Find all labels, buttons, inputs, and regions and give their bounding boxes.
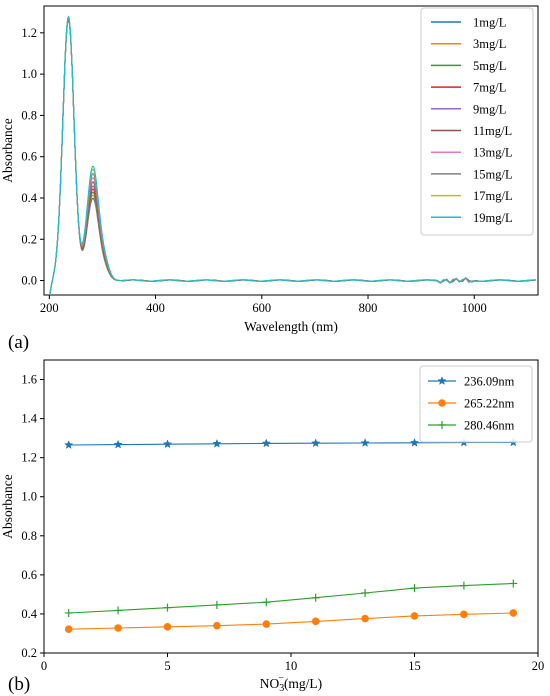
y-tick-label: 1.0 [21, 490, 37, 504]
legend-label: 280.46nm [464, 419, 515, 433]
y-axis-label: Absorbance [0, 474, 15, 538]
data-point [311, 617, 320, 626]
x-tick-label: 20 [532, 659, 545, 673]
data-point [262, 620, 271, 628]
y-tick-label: 0.2 [21, 646, 37, 660]
data-point [361, 589, 370, 598]
legend-marker [438, 421, 446, 429]
x-tick-label: 15 [408, 659, 421, 673]
y-tick-label: 1.2 [21, 26, 37, 40]
y-tick-label: 1.6 [21, 373, 37, 387]
spectrum-line-19mg/L [49, 15, 536, 295]
data-point [261, 438, 271, 448]
data-point [410, 612, 419, 620]
data-point [212, 600, 221, 609]
data-point [113, 439, 123, 449]
y-tick-label: 0.4 [21, 607, 37, 621]
x-tick-label: 600 [252, 301, 271, 315]
data-point [509, 609, 518, 617]
data-point [114, 606, 123, 615]
legend-marker [438, 399, 446, 407]
chart-1-legend: 236.09nm 265.22nm 280.46nm [419, 365, 533, 443]
legend-box [419, 365, 533, 443]
legend-label: 5mg/L [473, 59, 506, 73]
data-point [361, 614, 369, 623]
y-tick-label: 1.4 [21, 412, 37, 426]
y-tick-label: 0.0 [21, 274, 37, 288]
x-tick-label: 1000 [462, 301, 487, 315]
series-line-236.09nm [68, 441, 514, 446]
y-tick-label: 0.8 [21, 108, 37, 122]
x-tick-label: 0 [41, 659, 47, 673]
legend-label: 265.22nm [464, 397, 515, 411]
data-point [163, 623, 172, 631]
legend-label: 11mg/L [473, 124, 512, 138]
legend-label: 9mg/L [473, 102, 506, 116]
y-tick-label: 0.6 [21, 568, 37, 582]
data-point [311, 593, 320, 602]
legend-label: 1mg/L [473, 16, 506, 30]
data-point [360, 438, 370, 447]
data-point [311, 438, 321, 448]
x-axis-label: NO3−(mg/L) [260, 673, 322, 694]
legend-label: 7mg/L [473, 81, 506, 95]
legend-label: 19mg/L [473, 211, 513, 225]
legend-label: 3mg/L [473, 37, 506, 51]
legend-label: 17mg/L [473, 189, 513, 203]
data-point [212, 438, 222, 448]
y-tick-label: 0.4 [21, 191, 37, 205]
data-point [509, 579, 518, 588]
legend-label: 236.09nm [464, 375, 515, 389]
x-tick-label: 400 [146, 301, 165, 315]
data-point [64, 625, 73, 633]
data-point [213, 621, 221, 630]
series-line-265.22nm [68, 612, 514, 630]
data-point [262, 598, 271, 607]
data-point [460, 610, 468, 619]
y-tick-label: 1.0 [21, 67, 37, 81]
chart-0-frame [43, 5, 539, 296]
x-tick-label: 5 [164, 659, 170, 673]
x-tick-label: 200 [40, 301, 59, 315]
data-point [459, 581, 468, 590]
data-point [114, 624, 122, 632]
data-point [409, 437, 420, 447]
series-line-280.46nm [68, 582, 514, 614]
data-point [64, 440, 74, 449]
data-point [163, 603, 172, 612]
legend-label: 13mg/L [473, 146, 513, 160]
y-tick-label: 0.8 [21, 529, 37, 543]
x-axis-label: Wavelength (nm) [244, 319, 338, 334]
chart-0-plot-area [49, 15, 536, 295]
chart-1-plot-area [64, 437, 518, 633]
y-tick-label: 0.6 [21, 150, 37, 164]
panel-label: (b) [8, 674, 30, 695]
panel-label: (a) [8, 332, 29, 353]
legend-label: 15mg/L [473, 167, 513, 181]
y-axis-label: Absorbance [0, 118, 15, 182]
legend-marker [437, 376, 447, 385]
x-tick-label: 10 [285, 659, 298, 673]
chart-1-axes: 0 5 10 15 20 0.2 0.4 0.6 0.8 1.0 1.2 1.4 1.6 Absorban… [0, 359, 545, 695]
data-point [410, 584, 419, 593]
y-tick-label: 1.2 [21, 451, 37, 465]
data-point [64, 608, 73, 617]
chart-0-axes: 200 400 600 800 1000 0.0 0.2 0.4 0.6 0.8 1.0 1.2 Abs… [0, 5, 539, 353]
y-tick-label: 0.2 [21, 232, 37, 246]
x-tick-label: 800 [359, 301, 378, 315]
data-point [162, 439, 173, 449]
chart-0-legend: 1mg/L 3mg/L 5mg/L 7mg/L 9mg/L 11mg/L 13mg/L 15m… [420, 7, 534, 236]
